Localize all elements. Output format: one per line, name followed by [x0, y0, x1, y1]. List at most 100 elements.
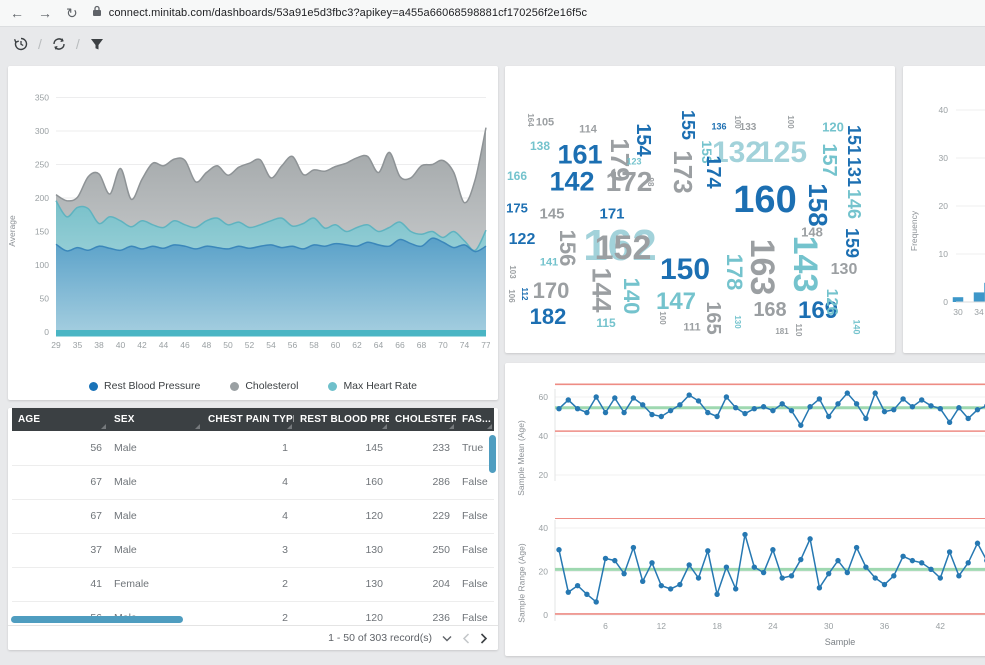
cloud-word[interactable]: 151: [844, 124, 864, 156]
cloud-word[interactable]: 100: [786, 115, 795, 129]
cloud-word[interactable]: 173: [668, 150, 698, 194]
table-row[interactable]: 67 Male 4 120 229 False: [12, 499, 494, 534]
cloud-word[interactable]: 140: [851, 319, 862, 335]
cloud-word[interactable]: 144: [586, 267, 617, 313]
svg-text:0: 0: [543, 610, 548, 620]
cloud-word[interactable]: 112: [520, 287, 529, 301]
cloud-word[interactable]: 136: [711, 121, 727, 132]
cloud-word[interactable]: 166: [506, 169, 528, 183]
cloud-word[interactable]: 125: [756, 136, 808, 169]
svg-text:250: 250: [35, 160, 49, 170]
cloud-word[interactable]: 123: [626, 156, 642, 167]
cloud-word[interactable]: 145: [539, 205, 565, 223]
column-header[interactable]: SEX: [108, 408, 202, 431]
table-row[interactable]: 56 Male 1 145 233 True: [12, 431, 494, 466]
cloud-word[interactable]: 152: [594, 229, 652, 267]
histogram-card: Frequency 010203040303438: [903, 66, 985, 353]
reload-icon[interactable]: ↻: [66, 5, 78, 21]
cloud-word[interactable]: 114: [579, 123, 597, 136]
legend-item-rest-blood-pressure[interactable]: Rest Blood Pressure: [89, 380, 200, 392]
legend-dot-teal: [328, 381, 338, 391]
cloud-word[interactable]: 100: [658, 311, 667, 325]
cloud-word[interactable]: 163: [743, 238, 781, 296]
table-row[interactable]: 41 Female 2 130 204 False: [12, 567, 494, 602]
cloud-word[interactable]: 141: [539, 256, 559, 269]
filter-icon[interactable]: [88, 35, 106, 53]
cloud-word[interactable]: 138: [529, 139, 551, 153]
cloud-word[interactable]: 172: [605, 166, 653, 197]
cloud-word[interactable]: 105: [535, 116, 555, 129]
table-row[interactable]: 67 Male 4 160 286 False: [12, 465, 494, 500]
url-field[interactable]: connect.minitab.com/dashboards/53a91e5d3…: [92, 4, 975, 22]
history-icon[interactable]: [12, 35, 30, 53]
cloud-word[interactable]: 175: [506, 200, 528, 216]
cloud-word[interactable]: 115: [596, 316, 616, 330]
next-page-icon[interactable]: [480, 632, 488, 644]
cloud-word[interactable]: 165: [702, 301, 724, 335]
refresh-icon[interactable]: [50, 35, 68, 53]
table-row[interactable]: 37 Male 3 130 250 False: [12, 533, 494, 568]
cloud-word[interactable]: 161: [557, 139, 603, 170]
cloud-word[interactable]: 159: [842, 227, 862, 259]
cloud-word[interactable]: 150: [659, 253, 711, 286]
table-horizontal-scrollbar[interactable]: [11, 616, 183, 623]
table-row[interactable]: 56Male2120236False: [12, 601, 494, 625]
cloud-word[interactable]: 103: [508, 265, 517, 279]
cloud-word[interactable]: 122: [508, 231, 536, 248]
cloud-word[interactable]: 160: [733, 179, 797, 221]
cloud-word[interactable]: 120: [822, 119, 844, 135]
column-header[interactable]: CHOLESTEROL: [389, 408, 456, 431]
svg-text:20: 20: [539, 470, 549, 480]
table-cell: 1: [202, 431, 294, 466]
cloud-word[interactable]: 133: [739, 122, 757, 133]
forward-icon[interactable]: →: [38, 5, 52, 21]
cloud-word[interactable]: 148: [801, 224, 823, 240]
svg-text:34: 34: [974, 307, 984, 317]
svg-text:30: 30: [953, 307, 963, 317]
legend-item-max-heart-rate[interactable]: Max Heart Rate: [328, 380, 417, 392]
cloud-word[interactable]: 178: [722, 253, 747, 291]
page-size-dropdown-icon[interactable]: [442, 635, 452, 642]
cloud-word[interactable]: 169: [797, 297, 839, 324]
cloud-word[interactable]: 174: [702, 155, 724, 189]
cloud-word[interactable]: 130: [830, 261, 858, 278]
cloud-word[interactable]: 155: [678, 109, 698, 141]
cloud-word[interactable]: 171: [599, 205, 625, 223]
cloud-word[interactable]: 157: [818, 143, 840, 177]
cloud-word[interactable]: 110: [794, 323, 803, 337]
cloud-word[interactable]: 168: [753, 299, 787, 321]
cloud-word[interactable]: 164: [526, 113, 535, 127]
cloud-word[interactable]: 181: [775, 327, 789, 336]
cloud-word[interactable]: 170: [532, 278, 570, 303]
column-header[interactable]: FAS...: [456, 408, 494, 431]
cloud-word[interactable]: 182: [529, 304, 567, 329]
cloud-word[interactable]: 140: [619, 277, 644, 315]
cloud-word[interactable]: 130: [733, 315, 742, 329]
table-vertical-scrollbar[interactable]: [489, 435, 496, 473]
record-count-text: 1 - 50 of 303 record(s): [328, 632, 432, 644]
cloud-word[interactable]: 106: [507, 289, 516, 303]
cloud-word[interactable]: 158: [803, 183, 833, 227]
legend-item-cholesterol[interactable]: Cholesterol: [230, 380, 298, 392]
cloud-word[interactable]: 154: [632, 123, 654, 157]
cloud-word[interactable]: 147: [655, 288, 697, 315]
back-icon[interactable]: ←: [10, 5, 24, 21]
legend-dot-blue: [89, 381, 99, 391]
cloud-word[interactable]: 143: [786, 235, 824, 293]
column-header[interactable]: CHEST PAIN TYPE: [202, 408, 294, 431]
cloud-word[interactable]: 111: [683, 321, 701, 334]
cloud-word[interactable]: 162: [583, 221, 657, 270]
cloud-word[interactable]: 131: [844, 156, 864, 188]
svg-text:6: 6: [603, 621, 608, 631]
prev-page-icon[interactable]: [462, 632, 470, 644]
cloud-word[interactable]: 126: [823, 288, 840, 316]
svg-text:36: 36: [880, 621, 890, 631]
cloud-word[interactable]: 142: [549, 166, 595, 197]
svg-text:18: 18: [712, 621, 722, 631]
column-header[interactable]: AGE: [12, 408, 108, 431]
cloud-word[interactable]: 146: [844, 188, 864, 220]
cloud-word[interactable]: 156: [555, 229, 580, 267]
column-header[interactable]: REST BLOOD PRESS...: [294, 408, 389, 431]
cloud-word[interactable]: 132: [711, 136, 763, 169]
